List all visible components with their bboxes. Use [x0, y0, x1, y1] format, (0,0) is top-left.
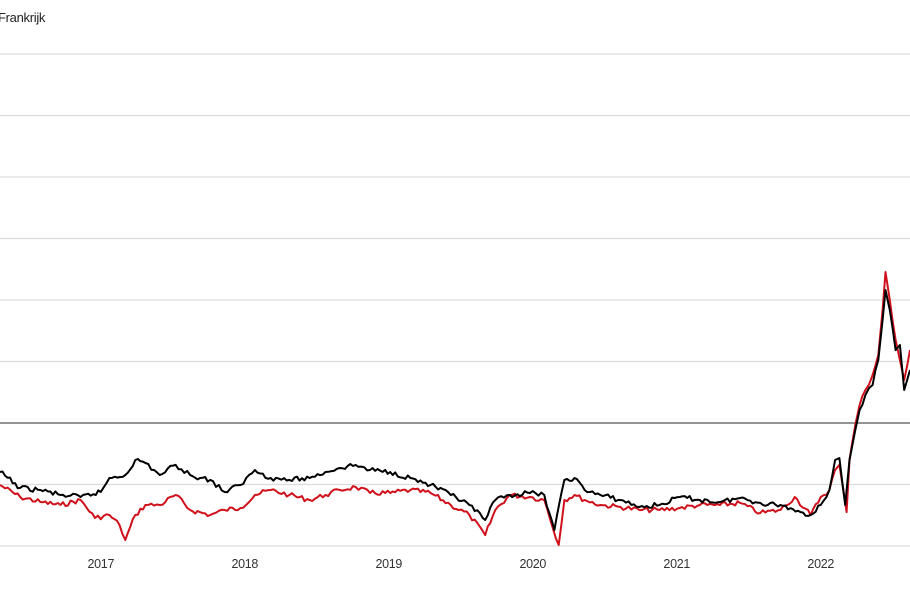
- x-tick-label: 2020: [519, 557, 546, 571]
- gridlines: [0, 53, 910, 547]
- x-tick-label: 2019: [375, 557, 402, 571]
- series-black: [0, 289, 910, 531]
- x-tick-label: 2018: [231, 557, 258, 571]
- x-axis-ticks: 2017 2018 2019 2020 2021 2022: [87, 557, 834, 571]
- x-tick-label: 2017: [87, 557, 114, 571]
- x-tick-label: 2022: [807, 557, 834, 571]
- series-red: [0, 271, 910, 546]
- series-lines: [0, 271, 910, 546]
- x-tick-label: 2021: [663, 557, 690, 571]
- chart-title: Frankrijk: [0, 10, 46, 25]
